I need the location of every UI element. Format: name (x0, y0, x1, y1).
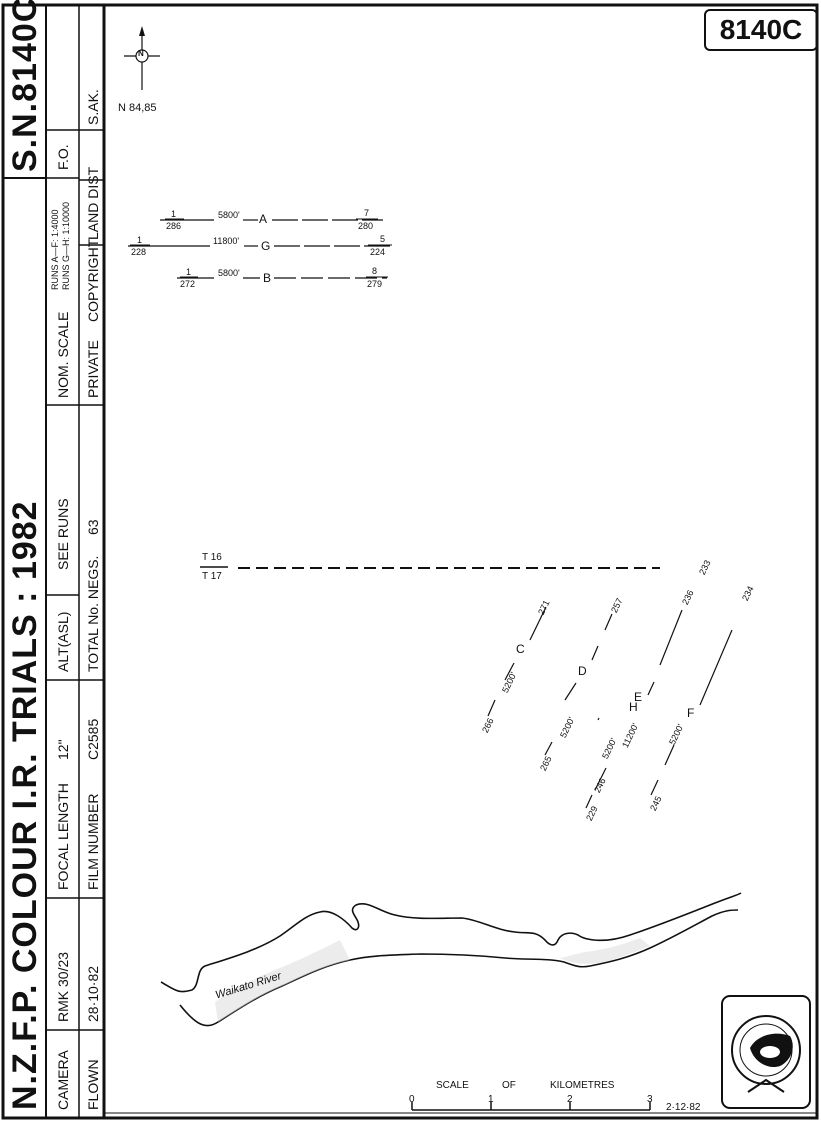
run-a-end-frame: 7 (364, 208, 370, 218)
run-d-label: D (578, 664, 587, 678)
aerial-mapping-logo-icon (721, 995, 811, 1109)
scale-tick-1: 1 (488, 1094, 494, 1105)
t-line-top-label: T 16 (202, 552, 222, 563)
run-g-label: G (261, 239, 271, 253)
scale-title-c: KILOMETRES (550, 1080, 615, 1091)
north-arrow-icon (124, 26, 160, 90)
t-boundary-line (200, 566, 660, 569)
scale-tick-3: 3 (647, 1094, 653, 1105)
run-d-line (544, 613, 613, 756)
run-f-label: F (687, 706, 695, 720)
run-a-label: A (259, 212, 268, 226)
run-g-altitude: 11800' (213, 236, 240, 246)
run-c-label: C (516, 642, 525, 656)
run-a-start-neg: 286 (166, 221, 182, 231)
run-g-start-frame: 1 (137, 235, 143, 245)
scale-title-b: OF (502, 1080, 516, 1091)
run-g-end-frame: 5 (380, 234, 386, 244)
north-symbol: N (138, 49, 144, 58)
sheet-code-box: 8140C (704, 9, 818, 51)
scale-tick-0: 0 (409, 1094, 415, 1105)
run-b-end-neg: 279 (367, 279, 383, 289)
scale-bar (411, 1102, 651, 1111)
run-a-end-neg: 280 (358, 221, 374, 231)
run-b-start-neg: 272 (180, 279, 196, 289)
run-f-line (650, 629, 733, 796)
run-a-altitude: 5800' (218, 210, 240, 220)
run-h-label: H (629, 700, 638, 714)
north-reference: N 84,85 (118, 102, 157, 114)
scale-title-a: SCALE (436, 1080, 469, 1091)
run-g-end-neg: 224 (370, 247, 386, 257)
run-b-start-frame: 1 (186, 267, 192, 277)
waikato-river (160, 892, 742, 1027)
run-b-label: B (263, 271, 272, 285)
run-b-end-frame: 8 (372, 266, 378, 276)
run-g-start-neg: 228 (131, 247, 147, 257)
scale-tick-2: 2 (567, 1094, 573, 1105)
run-c-line (487, 606, 547, 717)
run-e-label: E (634, 690, 643, 704)
t-line-bottom-label: T 17 (202, 571, 222, 582)
run-e-line (594, 767, 607, 791)
date-stamp: 2·12·82 (666, 1102, 701, 1113)
run-b-altitude: 5800' (218, 268, 240, 278)
run-a-start-frame: 1 (171, 209, 177, 219)
run-h-line (585, 609, 683, 809)
